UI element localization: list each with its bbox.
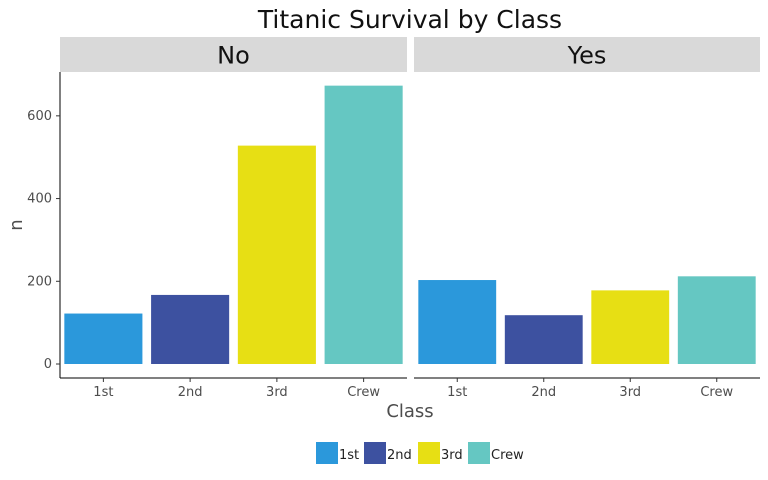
y-tick-label: 0 — [44, 357, 52, 372]
x-tick-label: 3rd — [266, 385, 288, 400]
x-tick-label: Crew — [700, 385, 733, 400]
x-tick-label: 2nd — [178, 385, 203, 400]
bar-no-1st — [64, 313, 143, 364]
facet-strip-label: No — [217, 42, 250, 70]
legend: 1st 2nd 3rd Crew — [316, 442, 524, 464]
x-tick-label: 2nd — [531, 385, 556, 400]
y-tick-label: 400 — [27, 192, 52, 207]
legend-item-2nd: 2nd — [364, 442, 412, 464]
legend-label: 1st — [339, 448, 359, 463]
y-axis: 0 200 400 600 — [27, 72, 61, 378]
legend-item-3rd: 3rd — [418, 442, 463, 464]
y-tick-label: 200 — [27, 274, 52, 289]
legend-swatch — [316, 442, 338, 464]
bar-no-2nd — [151, 294, 230, 364]
legend-label: Crew — [491, 448, 524, 463]
legend-swatch — [418, 442, 440, 464]
bar-yes-crew — [677, 276, 756, 364]
legend-label: 3rd — [441, 448, 463, 463]
bar-yes-3rd — [591, 290, 670, 364]
x-tick-label: 3rd — [619, 385, 641, 400]
x-tick-label: 1st — [447, 385, 467, 400]
bar-yes-2nd — [504, 315, 583, 364]
legend-label: 2nd — [387, 448, 412, 463]
facet-strip-yes — [414, 37, 760, 72]
facet-panel-no: No 1st 2nd 3rd Crew — [60, 37, 407, 400]
legend-item-1st: 1st — [316, 442, 359, 464]
y-tick-label: 600 — [27, 109, 52, 124]
bar-no-crew — [324, 85, 403, 364]
bar-yes-1st — [418, 280, 497, 364]
x-tick-label: 1st — [93, 385, 113, 400]
facet-strip-no — [60, 37, 407, 72]
legend-swatch — [364, 442, 386, 464]
chart-title: Titanic Survival by Class — [257, 5, 562, 34]
facet-panels: No 1st 2nd 3rd Crew Yes 1st 2nd 3rd Crew 0 200 400 60… — [27, 37, 760, 400]
x-axis-title: Class — [386, 401, 433, 422]
y-axis-title: n — [6, 219, 27, 230]
legend-swatch — [468, 442, 490, 464]
legend-item-crew: Crew — [468, 442, 524, 464]
bar-no-3rd — [237, 145, 316, 364]
x-tick-label: Crew — [347, 385, 380, 400]
facet-strip-label: Yes — [567, 42, 607, 70]
facet-panel-yes: Yes 1st 2nd 3rd Crew — [414, 37, 760, 400]
